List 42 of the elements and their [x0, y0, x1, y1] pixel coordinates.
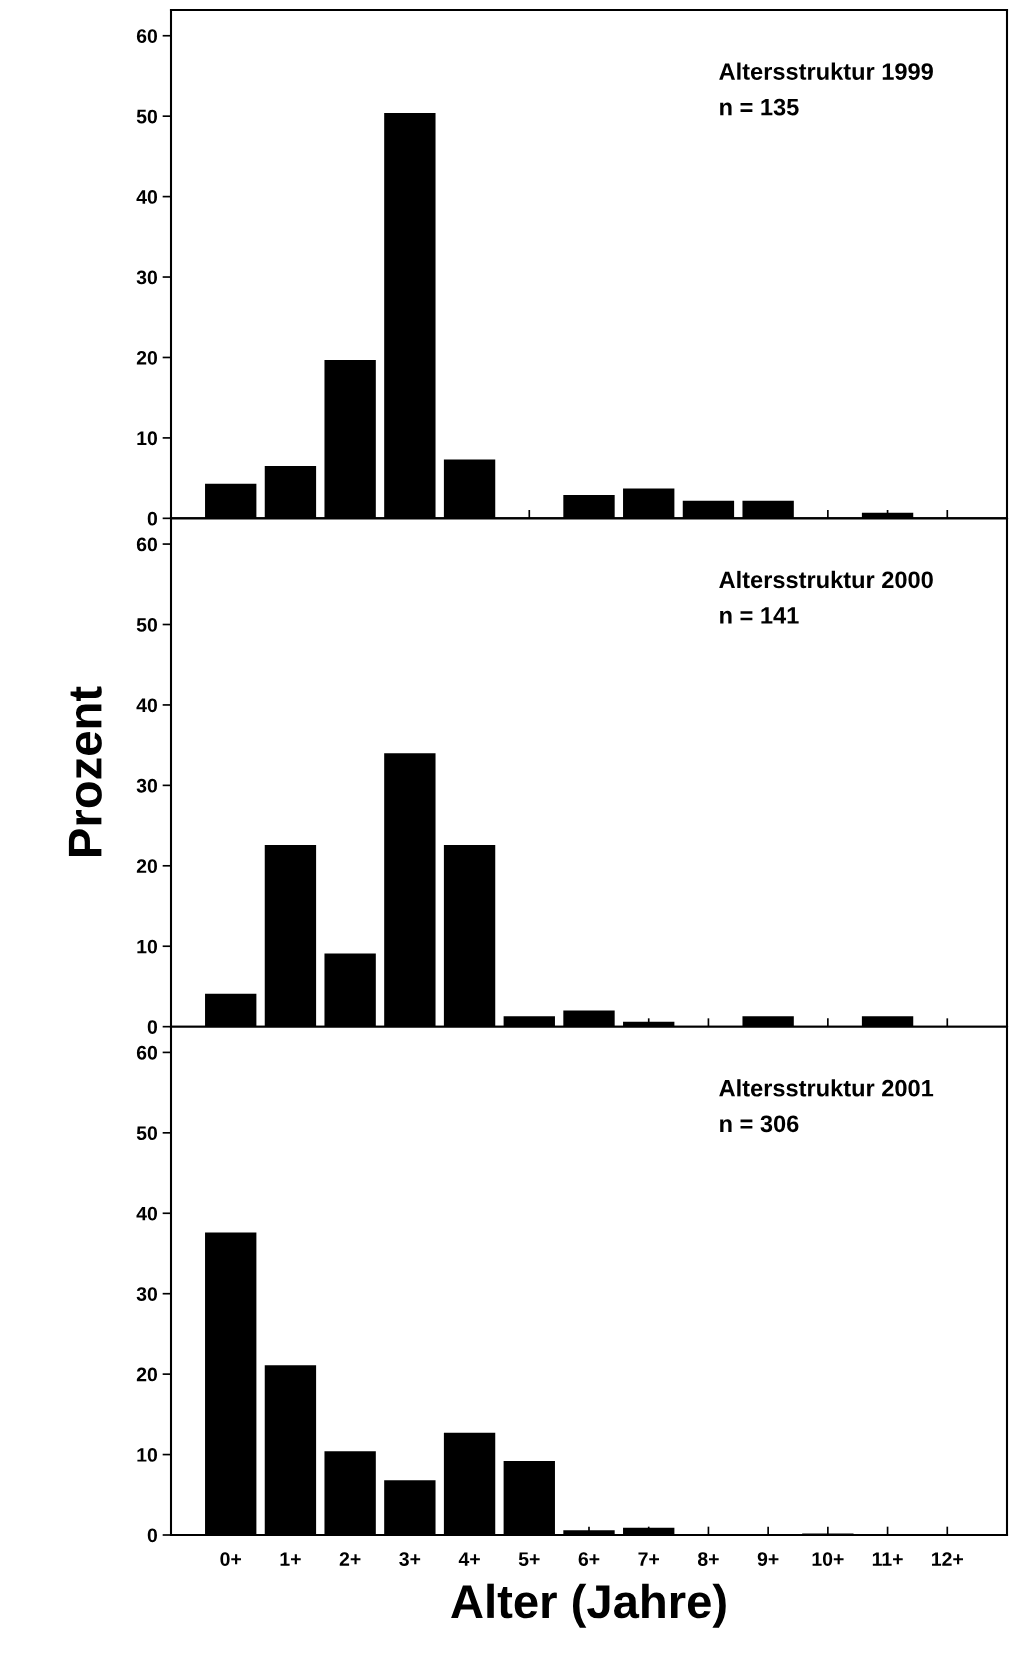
x-tick-label: 5+: [518, 1552, 540, 1566]
y-tick-label: 10: [137, 1448, 158, 1462]
x-axis-title: Alter (Jahre): [451, 1583, 726, 1628]
y-tick-label: 60: [136, 29, 158, 43]
y-tick-label: 50: [136, 1126, 158, 1141]
y-tick-label: 40: [136, 698, 158, 713]
annotation: n = 135: [720, 98, 799, 116]
y-tick-label: 0: [147, 1020, 158, 1034]
y-tick-label: 0: [147, 1528, 158, 1543]
y-tick-label: 40: [136, 1206, 158, 1221]
y-tick-label: 60: [136, 537, 158, 552]
x-tick-label: 0+: [220, 1552, 242, 1566]
annotation: n = 306: [720, 1115, 799, 1133]
x-tick-label: 2+: [339, 1552, 361, 1566]
annotation: n = 141: [720, 607, 799, 624]
x-tick-label: 1+: [280, 1552, 301, 1566]
x-tick-label: 12+: [932, 1552, 963, 1566]
y-tick-label: 20: [136, 1367, 158, 1382]
y-tick-label: 30: [136, 270, 158, 285]
x-tick-label: 7+: [638, 1552, 660, 1566]
y-axis-title: Prozent: [68, 686, 102, 856]
y-tick-label: 50: [136, 109, 158, 124]
y-tick-label: 30: [136, 1287, 158, 1301]
x-tick-label: 11+: [872, 1552, 903, 1566]
y-tick-label: 40: [136, 190, 158, 204]
y-tick-label: 20: [136, 859, 158, 874]
x-tick-label: 3+: [399, 1552, 421, 1566]
x-tick-label: 4+: [458, 1552, 480, 1566]
x-tick-label: 9+: [757, 1552, 779, 1566]
y-tick-label: 20: [136, 350, 158, 365]
y-tick-label: 60: [136, 1045, 158, 1060]
annotation: Altersstruktur 2001: [719, 1079, 934, 1097]
y-tick-label: 50: [136, 617, 158, 632]
annotation: Altersstruktur 1999: [719, 62, 933, 80]
annotation: Altersstruktur 2000: [719, 570, 933, 589]
x-tick-label: 6+: [578, 1552, 600, 1566]
x-tick-label: 10+: [812, 1552, 844, 1566]
y-tick-label: 10: [137, 431, 158, 446]
x-tick-label: 8+: [697, 1552, 719, 1566]
y-tick-label: 30: [136, 778, 158, 793]
y-tick-label: 0: [147, 511, 158, 526]
y-tick-label: 10: [137, 939, 158, 954]
